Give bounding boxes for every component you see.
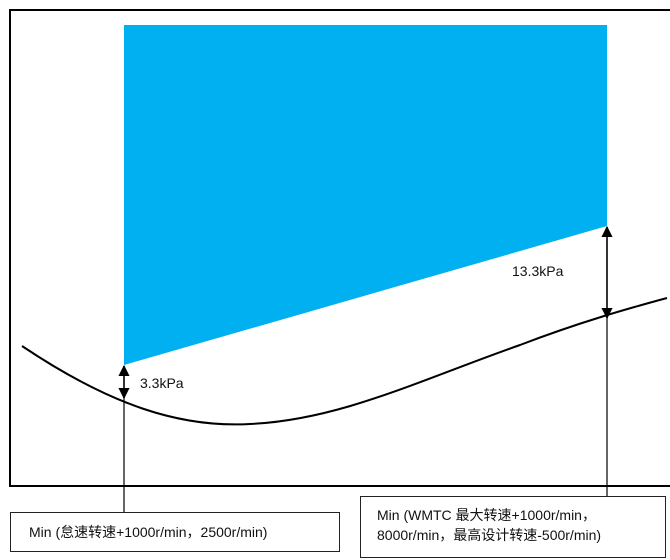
high-gap-label: 13.3kPa xyxy=(512,263,564,279)
filled-region xyxy=(124,25,607,365)
pressure-curve xyxy=(21,297,668,426)
idle-speed-label: Min (怠速转速+1000r/min，2500r/min) xyxy=(29,524,268,540)
max-speed-label-line1: Min (WMTC 最大转速+1000r/min， xyxy=(377,507,596,523)
idle-speed-label-box: Min (怠速转速+1000r/min，2500r/min) xyxy=(10,512,340,552)
max-speed-label-box: Min (WMTC 最大转速+1000r/min， 8000r/min，最高设计… xyxy=(360,496,666,558)
max-speed-label-line2: 8000r/min，最高设计转速-500r/min) xyxy=(377,527,602,543)
low-gap-label: 3.3kPa xyxy=(140,375,184,391)
plot-frame xyxy=(9,9,670,487)
